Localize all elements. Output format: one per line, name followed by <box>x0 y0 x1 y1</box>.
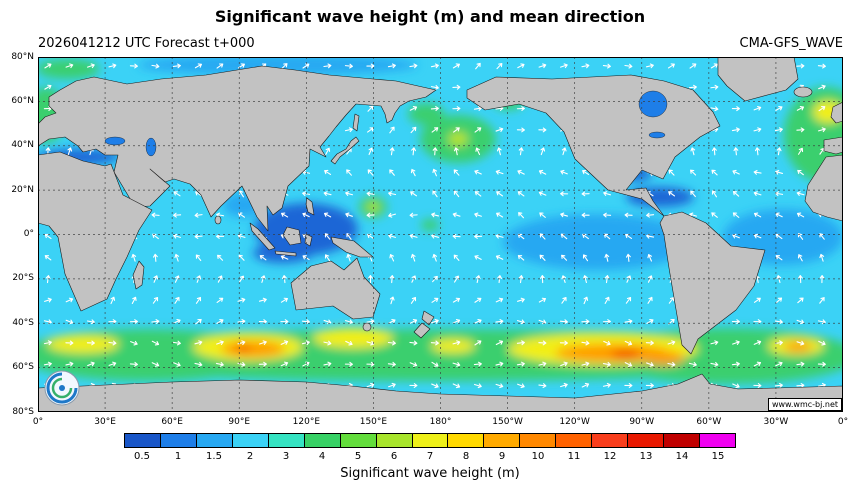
graticule <box>38 57 843 412</box>
colorbar-tick-label: 4 <box>318 451 326 462</box>
lat-tick-label: 60°S <box>12 362 34 373</box>
colorbar-cell <box>664 434 700 447</box>
great-lakes <box>648 131 666 139</box>
japan <box>330 136 360 165</box>
black-sea <box>104 136 126 146</box>
colorbar-cell <box>125 434 161 447</box>
colorbar-tick-label: 10 <box>531 451 545 462</box>
java <box>274 250 297 257</box>
watermark: www.wmc-bj.net <box>767 398 842 411</box>
colorbar-cell <box>556 434 593 447</box>
madagascar <box>132 260 145 290</box>
forecast-init-label: 2026041212 UTC Forecast t+000 <box>38 36 255 51</box>
iceland <box>793 86 813 98</box>
caspian-sea <box>145 137 157 157</box>
west-africa-sliver <box>804 154 843 222</box>
africa <box>38 151 153 312</box>
inland-waters <box>104 90 668 157</box>
colorbar-tick-label: 1.5 <box>206 451 222 462</box>
south-america <box>659 211 766 355</box>
lon-tick-label: 150°E <box>359 417 388 427</box>
lat-tick-label: 40°S <box>12 317 34 328</box>
lon-tick-label: 150°W <box>492 417 523 427</box>
colorbar-tick-label: 5 <box>354 451 362 462</box>
lon-tick-label: 0° <box>837 417 849 427</box>
australia <box>290 257 381 320</box>
greenland <box>717 57 799 102</box>
new-zealand-south <box>413 322 431 339</box>
new-guinea <box>330 236 374 258</box>
lon-tick-label: 90°W <box>629 417 655 427</box>
lon-tick-label: 0° <box>32 417 44 427</box>
colorbar-tick-label: 15 <box>711 451 725 462</box>
colorbar-tick-label: 1 <box>174 451 182 462</box>
lon-tick-label: 90°E <box>228 417 251 427</box>
map-panel: www.wmc-bj.net <box>38 57 843 412</box>
lon-tick-label: 180° <box>429 417 452 427</box>
colorbar-tick-label: 3 <box>282 451 290 462</box>
model-name-label: CMA-GFS_WAVE <box>739 36 843 51</box>
colorbar-cell <box>160 434 197 447</box>
lat-tick-label: 40°N <box>11 140 34 151</box>
colorbar-tick-label: 6 <box>390 451 398 462</box>
lon-tick-label: 60°E <box>161 417 183 427</box>
colorbar-tick-label: 2 <box>246 451 254 462</box>
borneo <box>282 226 302 246</box>
colorbar-tick-label: 0.5 <box>134 451 150 462</box>
sumatra <box>249 222 276 251</box>
new-zealand-north <box>421 310 435 326</box>
colorbar-tick-label: 11 <box>567 451 581 462</box>
lon-tick-label: 120°E <box>292 417 321 427</box>
british-isles-sliver <box>830 101 843 124</box>
colorbar-cell <box>196 434 233 447</box>
colorbar-tick-label: 9 <box>498 451 506 462</box>
lon-tick-label: 30°W <box>763 417 789 427</box>
agency-logo-spiral <box>44 370 80 406</box>
lat-tick-label: 20°S <box>12 273 34 284</box>
colorbar-tick-label: 14 <box>675 451 689 462</box>
colorbar-cell <box>520 434 557 447</box>
colorbar-tick-label: 8 <box>462 451 470 462</box>
lon-tick-label: 60°W <box>696 417 722 427</box>
lat-tick-label: 80°S <box>12 406 34 417</box>
colorbar-cell <box>340 434 377 447</box>
lat-tick-label: 20°N <box>11 184 34 195</box>
world-wave-map <box>38 57 843 412</box>
colorbar-cell <box>448 434 485 447</box>
tasmania <box>362 322 372 332</box>
colorbar-cell <box>412 434 449 447</box>
colorbar-cell <box>232 434 269 447</box>
map-frame <box>38 57 843 412</box>
sulawesi <box>304 233 313 247</box>
colorbar-cell <box>628 434 665 447</box>
colorbar-tick-label: 12 <box>603 451 617 462</box>
chart-title: Significant wave height (m) and mean dir… <box>214 7 646 26</box>
hudson-bay <box>638 90 668 118</box>
colorbar-cell <box>376 434 413 447</box>
colorbar-cell <box>592 434 629 447</box>
colorbar-cell <box>304 434 341 447</box>
colorbar-tick-label: 7 <box>426 451 434 462</box>
colorbar-tick-label: 13 <box>639 451 653 462</box>
lat-tick-label: 80°N <box>11 51 34 62</box>
lon-tick-label: 120°W <box>559 417 590 427</box>
colorbar-cell <box>700 434 735 447</box>
lat-tick-label: 0° <box>23 229 34 239</box>
colorbar-cell <box>268 434 305 447</box>
sakhalin <box>352 113 360 132</box>
lon-tick-label: 30°E <box>94 417 116 427</box>
colorbar-ticks: 0.5 1 1.5 2 3 4 5 6 7 8 9 10 11 12 13 14 15 <box>124 451 736 462</box>
agency-logo <box>43 369 81 407</box>
colorbar <box>124 433 736 448</box>
sri-lanka <box>214 215 222 225</box>
lat-tick-label: 60°N <box>11 95 34 106</box>
colorbar-cell <box>484 434 521 447</box>
colorbar-title: Significant wave height (m) <box>340 466 520 481</box>
